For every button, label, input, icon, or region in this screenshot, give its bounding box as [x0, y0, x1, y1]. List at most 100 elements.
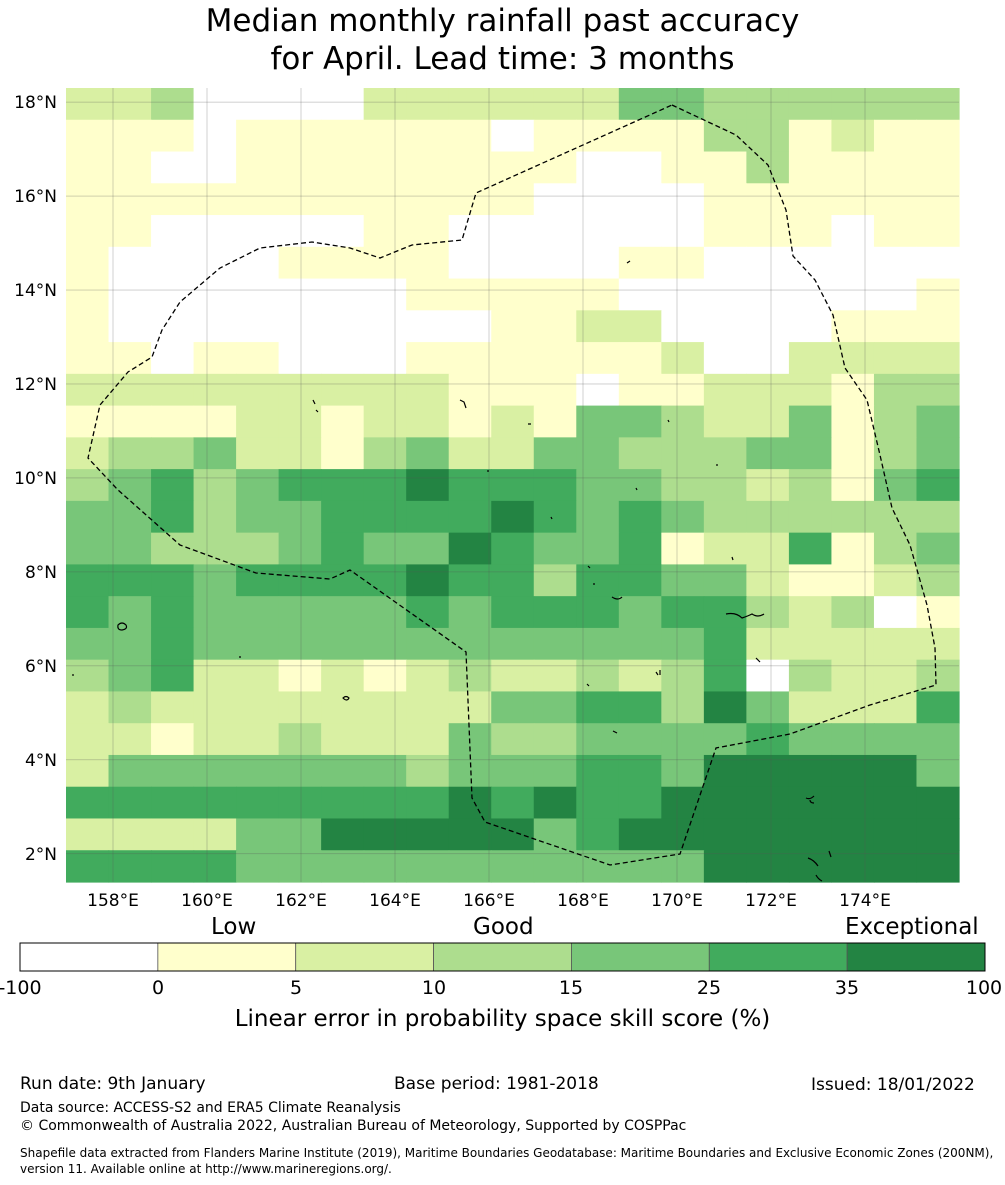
grid-cell: [873, 818, 918, 851]
grid-cell: [831, 342, 875, 375]
grid-cell: [873, 88, 918, 121]
island: [725, 612, 765, 619]
grid-cell: [108, 818, 152, 851]
grid-cell: [703, 342, 747, 375]
grid-cell: [788, 119, 833, 153]
grid-cell: [406, 278, 450, 311]
grid-cell: [576, 151, 620, 184]
grid-cell: [193, 405, 237, 438]
grid-cell: [66, 119, 110, 153]
grid-cell: [746, 183, 790, 216]
grid-cell: [193, 215, 237, 248]
grid-cell: [448, 88, 492, 121]
grid-cell: [193, 691, 237, 724]
grid-cell: [916, 88, 960, 121]
grid-cell: [151, 469, 195, 502]
lat-tick-label: 4°N: [25, 751, 57, 771]
grid-cell: [236, 754, 280, 788]
grid-cell: [448, 437, 492, 470]
base-period: Base period: 1981-2018: [394, 1074, 599, 1094]
grid-cell: [491, 373, 535, 407]
grid-cell: [448, 119, 492, 153]
grid-cell: [236, 532, 280, 565]
grid-cell: [661, 310, 705, 343]
grid-cell: [108, 405, 152, 438]
grid-cell: [193, 754, 237, 788]
grid-cell: [788, 246, 833, 280]
grid-cell: [193, 850, 237, 883]
grid-cell: [831, 786, 875, 820]
grid-cell: [746, 596, 790, 629]
grid-cell: [703, 659, 747, 693]
grid-cell: [448, 691, 492, 724]
grid-cell: [236, 246, 280, 280]
grid-cell: [278, 88, 322, 121]
lat-tick-label: 10°N: [14, 469, 57, 489]
grid-cell: [533, 564, 577, 597]
skill-grid: [66, 88, 960, 883]
grid-cell: [321, 88, 365, 121]
grid-cell: [406, 723, 450, 756]
grid-cell: [151, 151, 195, 184]
lon-tick-label: 158°E: [87, 891, 139, 911]
grid-cell: [363, 818, 407, 851]
grid-cell: [321, 151, 365, 184]
map-title: Median monthly rainfall past accuracy fo…: [0, 2, 1005, 78]
grid-cell: [321, 310, 365, 343]
grid-cell: [236, 786, 280, 820]
grid-cell: [151, 691, 195, 724]
grid-cell: [916, 659, 960, 693]
colorbar-tick: 25: [696, 977, 722, 999]
grid-cell: [788, 723, 833, 756]
grid-cell: [873, 310, 918, 343]
grid-cell: [703, 215, 747, 248]
grid-cell: [788, 564, 833, 597]
grid-cell: [363, 119, 407, 153]
grid-cell: [661, 151, 705, 184]
grid-cell: [576, 754, 620, 788]
grid-cell: [108, 754, 152, 788]
grid-cell: [661, 215, 705, 248]
grid-cell: [746, 500, 790, 534]
grid-cell: [873, 119, 918, 153]
issued-date: Issued: 18/01/2022: [811, 1075, 975, 1095]
grid-cell: [576, 691, 620, 724]
grid-cell: [533, 469, 577, 502]
grid-cell: [321, 342, 365, 375]
grid-cell: [278, 532, 322, 565]
grid-cell: [193, 151, 237, 184]
grid-cell: [66, 627, 110, 661]
grid-cell: [321, 850, 365, 883]
grid-cell: [533, 278, 577, 311]
lat-tick-label: 8°N: [25, 563, 57, 583]
grid-cell: [746, 564, 790, 597]
grid-cell: [746, 659, 790, 693]
grid-cell: [618, 691, 662, 724]
grid-cell: [576, 564, 620, 597]
grid-cell: [661, 596, 705, 629]
grid-cell: [831, 278, 875, 311]
grid-cell: [533, 88, 577, 121]
grid-cell: [661, 850, 705, 883]
grid-cell: [448, 278, 492, 311]
lat-tick-label: 18°N: [14, 93, 57, 113]
grid-cell: [873, 183, 918, 216]
grid-cell: [746, 786, 790, 820]
grid-cell: [533, 532, 577, 565]
grid-cell: [491, 500, 535, 534]
grid-cell: [788, 469, 833, 502]
grid-cell: [321, 691, 365, 724]
grid-cell: [193, 659, 237, 693]
grid-cell: [151, 246, 195, 280]
grid-cell: [916, 596, 960, 629]
lon-tick-label: 160°E: [181, 891, 233, 911]
grid-cell: [193, 278, 237, 311]
grid-cell: [236, 818, 280, 851]
grid-cell: [831, 659, 875, 693]
grid-cell: [746, 151, 790, 184]
grid-cell: [576, 627, 620, 661]
grid-cell: [491, 183, 535, 216]
grid-cell: [321, 754, 365, 788]
grid-cell: [448, 151, 492, 184]
